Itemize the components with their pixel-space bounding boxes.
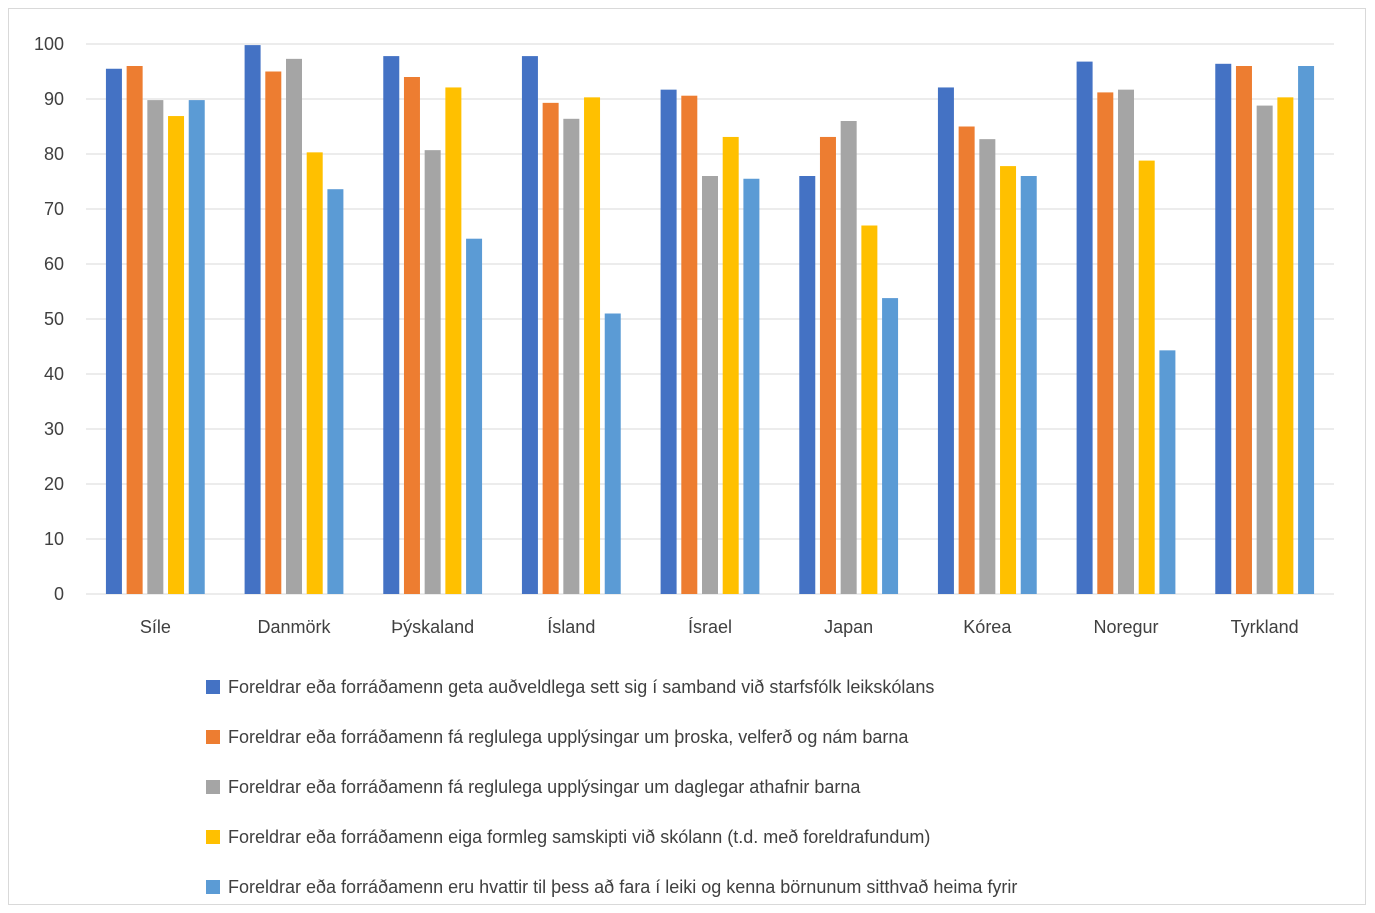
legend-label: Foreldrar eða forráðamenn fá reglulega u… (228, 726, 909, 747)
bar (1256, 105, 1273, 594)
legend-item: Foreldrar eða forráðamenn eru hvattir ti… (206, 862, 1017, 912)
legend-label: Foreldrar eða forráðamenn eru hvattir ti… (228, 876, 1018, 897)
chart-legend: Foreldrar eða forráðamenn geta auðveldle… (206, 662, 1017, 912)
y-tick-label: 100 (34, 34, 64, 54)
x-tick-label: Noregur (1093, 617, 1158, 637)
bar (1215, 63, 1232, 595)
legend-label: Foreldrar eða forráðamenn eiga formleg s… (228, 826, 931, 847)
bar (722, 136, 739, 594)
x-tick-label: Síle (140, 617, 171, 637)
bar (958, 126, 975, 594)
bar (188, 100, 205, 594)
x-tick-label: Tyrkland (1231, 617, 1299, 637)
bar (466, 238, 483, 594)
y-tick-label: 0 (54, 584, 64, 604)
y-tick-label: 30 (44, 419, 64, 439)
bar (424, 150, 441, 594)
bar (1277, 97, 1294, 594)
bar (1020, 176, 1037, 594)
bar (1298, 66, 1315, 594)
bar (861, 225, 878, 594)
bar (327, 189, 344, 594)
legend-item: Foreldrar eða forráðamenn fá reglulega u… (206, 712, 1017, 762)
legend-label: Foreldrar eða forráðamenn geta auðveldle… (228, 676, 935, 697)
bar (244, 45, 261, 595)
bar (168, 116, 185, 595)
x-tick-label: Danmörk (257, 617, 331, 637)
bar (819, 136, 836, 594)
bar (584, 97, 601, 594)
x-tick-label: Þýskaland (391, 617, 474, 637)
y-tick-label: 40 (44, 364, 64, 384)
legend-item: Foreldrar eða forráðamenn fá reglulega u… (206, 762, 1017, 812)
y-tick-label: 10 (44, 529, 64, 549)
bar (1000, 166, 1017, 594)
legend-swatch (206, 880, 220, 894)
bar (882, 298, 899, 594)
bar (799, 176, 816, 594)
bar (1097, 92, 1114, 595)
bar (1138, 160, 1155, 594)
x-tick-label: Ísrael (688, 617, 732, 637)
bar (445, 87, 462, 594)
bar (403, 77, 420, 594)
legend-item: Foreldrar eða forráðamenn geta auðveldle… (206, 662, 1017, 712)
legend-swatch (206, 680, 220, 694)
bar (937, 87, 954, 594)
bar (306, 152, 323, 594)
bar (840, 121, 857, 594)
bar (126, 66, 143, 594)
y-tick-label: 20 (44, 474, 64, 494)
bar (383, 56, 400, 595)
x-tick-label: Kórea (963, 617, 1012, 637)
bar (604, 313, 621, 594)
bar (1159, 350, 1176, 594)
bar (979, 139, 996, 594)
bar (105, 68, 122, 594)
bar (660, 89, 677, 595)
y-tick-label: 70 (44, 199, 64, 219)
y-tick-label: 50 (44, 309, 64, 329)
legend-swatch (206, 730, 220, 744)
y-tick-label: 90 (44, 89, 64, 109)
y-tick-label: 80 (44, 144, 64, 164)
bar (542, 102, 559, 594)
bar (265, 71, 282, 594)
x-tick-label: Ísland (547, 617, 595, 637)
bar (286, 58, 302, 595)
bar (1235, 66, 1252, 594)
bar (743, 178, 760, 594)
bar (521, 56, 538, 595)
y-tick-label: 60 (44, 254, 64, 274)
bar (563, 118, 580, 595)
legend-label: Foreldrar eða forráðamenn fá reglulega u… (228, 776, 861, 797)
bar (1076, 61, 1093, 595)
legend-item: Foreldrar eða forráðamenn eiga formleg s… (206, 812, 1017, 862)
legend-swatch (206, 780, 220, 794)
x-tick-label: Japan (824, 617, 873, 637)
bar (147, 100, 164, 594)
bar (702, 176, 718, 594)
bar (681, 95, 698, 594)
bar (1118, 89, 1134, 595)
legend-swatch (206, 830, 220, 844)
